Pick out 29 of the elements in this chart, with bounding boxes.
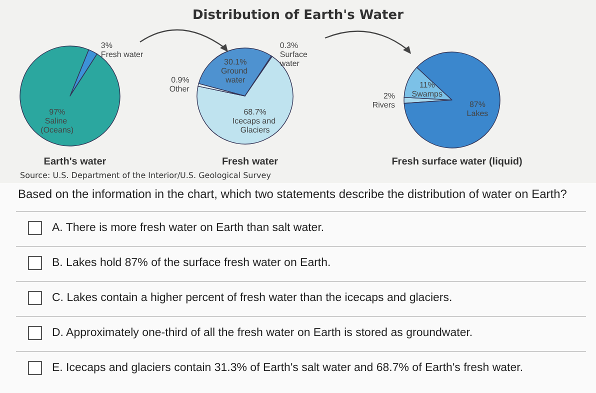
data-label: 30.1% [224, 57, 247, 66]
slice-label: Surface water [278, 50, 310, 68]
text: Fresh surface water (liquid) [392, 156, 522, 168]
data-label: 97% [49, 107, 66, 116]
data-label: 0.3% [280, 41, 298, 50]
data-label: 0.9% [171, 75, 190, 84]
slice-label: Icecaps and Glaciers [232, 116, 278, 135]
text: Earth's water [44, 156, 106, 168]
slice-label: Fresh water [100, 50, 144, 59]
data-label: 3% [100, 40, 112, 50]
slice-label: Swamps [412, 89, 442, 98]
text: Based on the information in the chart, which two statements describe the distribution of water on Earth? [17, 186, 568, 201]
slice-label: Lakes [466, 108, 488, 118]
text: E. Icecaps and glaciers contain 31.3% of Earth's salt water and 68.7% of Earth's fresh water. [52, 362, 524, 374]
text: C. Lakes contain a higher percent of fresh water than the icecaps and glaciers. [52, 292, 452, 304]
slice-label: Saline (Oceans) [40, 116, 74, 134]
slice-label: Ground water [220, 66, 250, 84]
text: B. Lakes hold 87% of the surface fresh water on Earth. [52, 257, 331, 269]
slice-label: Other [169, 84, 190, 94]
text: A. There is more fresh water on Earth than salt water. [52, 222, 324, 234]
text: Fresh water [222, 156, 278, 168]
text: Distribution of Earth's Water [192, 8, 404, 23]
data-label: 87% [469, 100, 486, 109]
slice-label: Rivers [372, 100, 395, 110]
data-label: 11% [419, 80, 435, 90]
source-note: Source: U.S. Department of the Interior/U.S. Geological Survey [20, 171, 271, 180]
data-label: 68.7% [244, 108, 266, 117]
data-label: 2% [383, 91, 395, 100]
text: D. Approximately one-third of all the fresh water on Earth is stored as groundwater. [52, 327, 473, 339]
